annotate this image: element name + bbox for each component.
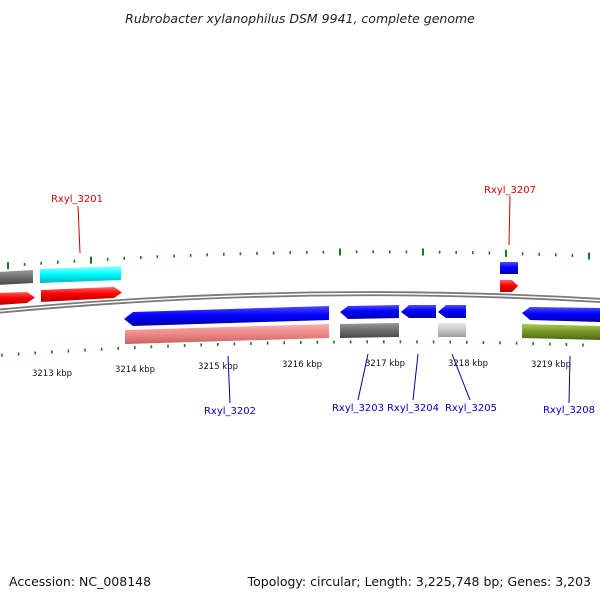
feature-cyan[interactable] xyxy=(40,266,121,283)
scale-label: 3213 kbp xyxy=(32,369,72,379)
cds-rxyl-3203[interactable] xyxy=(340,305,399,319)
gene-label-rxyl-3208[interactable]: Rxyl_3208 xyxy=(543,405,595,416)
scale-label: 3215 kbp xyxy=(198,362,238,372)
gene-label-rxyl-3203[interactable]: Rxyl_3203 xyxy=(332,403,384,414)
scale-labels: 3213 kbp 3214 kbp 3215 kbp 3216 kbp 3217… xyxy=(32,359,571,379)
gene-label-rxyl-3207[interactable]: Rxyl_3207 xyxy=(484,185,536,196)
scale-label: 3218 kbp xyxy=(448,359,488,369)
feature-pink[interactable] xyxy=(125,324,329,344)
genome-backbone xyxy=(0,291,600,314)
gene-label-rxyl-3202[interactable]: Rxyl_3202 xyxy=(204,406,256,417)
cds-rxyl-3207-upper[interactable] xyxy=(500,262,518,274)
cds-red-left[interactable] xyxy=(0,292,35,305)
forward-strand-features xyxy=(0,262,518,305)
cds-rxyl-3204[interactable] xyxy=(401,305,436,318)
cds-rxyl-3205[interactable] xyxy=(438,305,466,318)
feature-gray-left[interactable] xyxy=(0,270,33,285)
reverse-strand-features xyxy=(124,305,600,344)
scale-label: 3219 kbp xyxy=(531,360,571,370)
map-title: Rubrobacter xylanophilus DSM 9941, compl… xyxy=(125,11,475,26)
gene-label-rxyl-3204[interactable]: Rxyl_3204 xyxy=(387,403,439,414)
gene-labels: Rxyl_3201 Rxyl_3207 Rxyl_3202 Rxyl_3203 … xyxy=(51,185,595,417)
cds-rxyl-3201[interactable] xyxy=(41,287,122,302)
cds-rxyl-3202[interactable] xyxy=(124,306,329,326)
gene-label-leaders xyxy=(77,195,571,404)
feature-olive[interactable] xyxy=(522,324,600,340)
scale-ticks xyxy=(1,248,590,357)
genome-summary-text: Topology: circular; Length: 3,225,748 bp… xyxy=(247,574,591,589)
cds-rxyl-3208[interactable] xyxy=(522,307,600,322)
feature-light-gray[interactable] xyxy=(438,323,466,337)
gene-label-rxyl-3205[interactable]: Rxyl_3205 xyxy=(445,403,497,414)
scale-label: 3214 kbp xyxy=(115,365,155,375)
scale-label: 3217 kbp xyxy=(365,359,405,369)
cds-rxyl-3207[interactable] xyxy=(500,280,518,292)
accession-text: Accession: NC_008148 xyxy=(9,574,151,589)
scale-label: 3216 kbp xyxy=(282,360,322,370)
gene-label-rxyl-3201[interactable]: Rxyl_3201 xyxy=(51,194,103,205)
feature-gray-3203[interactable] xyxy=(340,323,399,338)
